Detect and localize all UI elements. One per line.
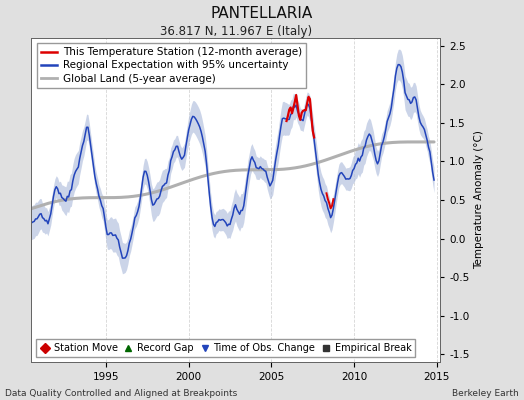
Title: 36.817 N, 11.967 E (Italy): 36.817 N, 11.967 E (Italy) bbox=[160, 25, 312, 38]
Y-axis label: Temperature Anomaly (°C): Temperature Anomaly (°C) bbox=[474, 130, 484, 270]
Legend: Station Move, Record Gap, Time of Obs. Change, Empirical Break: Station Move, Record Gap, Time of Obs. C… bbox=[36, 339, 416, 357]
Text: Data Quality Controlled and Aligned at Breakpoints: Data Quality Controlled and Aligned at B… bbox=[5, 389, 237, 398]
Text: PANTELLARIA: PANTELLARIA bbox=[211, 6, 313, 21]
Text: Berkeley Earth: Berkeley Earth bbox=[452, 389, 519, 398]
